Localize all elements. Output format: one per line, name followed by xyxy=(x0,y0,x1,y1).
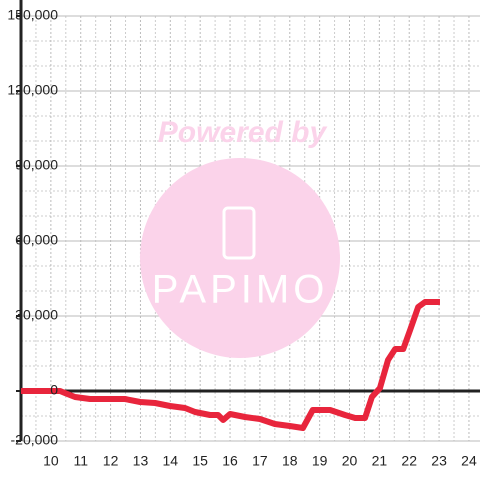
labels: -20,000 0 30,000 60,000 90,000 120,000 150,000… xyxy=(7,7,477,469)
x-tick-label: 16 xyxy=(222,453,238,469)
x-tick-label: 22 xyxy=(401,453,417,469)
x-tick-label: 10 xyxy=(43,453,59,469)
x-tick-label: 23 xyxy=(431,453,447,469)
axes xyxy=(16,0,480,442)
y-tick-label: 150,000 xyxy=(7,7,58,23)
y-tick-label: 30,000 xyxy=(15,307,58,323)
y-tick-label: 120,000 xyxy=(7,82,58,98)
x-tick-label: 15 xyxy=(192,453,208,469)
y-tick-label: 60,000 xyxy=(15,232,58,248)
lines xyxy=(21,299,440,431)
x-tick-label: 17 xyxy=(252,453,268,469)
y-tick-label: 90,000 xyxy=(15,157,58,173)
x-tick-label: 14 xyxy=(163,453,179,469)
x-tick-label: 20 xyxy=(342,453,358,469)
x-tick-label: 21 xyxy=(372,453,388,469)
x-tick-label: 11 xyxy=(73,453,88,469)
x-tick-label: 13 xyxy=(133,453,149,469)
watermark-text: Powered by xyxy=(158,116,328,149)
watermark-logo: PAPIMO xyxy=(152,268,329,312)
x-tick-label: 24 xyxy=(461,453,477,469)
x-tick-label: 12 xyxy=(103,453,119,469)
watermark-phone xyxy=(222,206,256,260)
y-tick-label: -20,000 xyxy=(11,432,59,448)
data-line xyxy=(21,299,440,431)
x-tick-label: 19 xyxy=(312,453,328,469)
x-tick-label: 18 xyxy=(282,453,298,469)
watermark: Powered by PAPIMO xyxy=(140,116,340,358)
y-tick-label: 0 xyxy=(50,382,58,398)
